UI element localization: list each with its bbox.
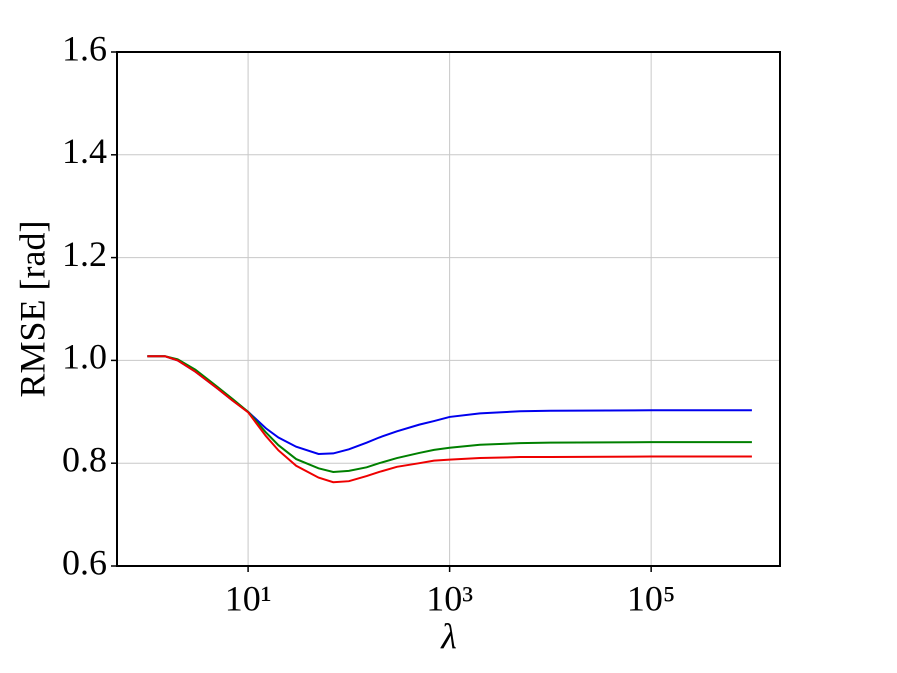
- x-tick-label: 10⁵: [627, 578, 676, 618]
- y-tick-label: 1.0: [62, 337, 107, 377]
- plot-frame: [116, 51, 781, 567]
- data-line: [147, 355, 752, 473]
- y-axis-label: RMSE [rad]: [12, 221, 52, 398]
- x-tick-label: 10¹: [225, 578, 272, 618]
- y-tick-label: 1.4: [62, 131, 107, 171]
- x-tick-label: 10³: [426, 578, 473, 618]
- y-tick-label: 0.8: [62, 439, 107, 479]
- y-tick-label: 1.6: [62, 28, 107, 68]
- data-line: [147, 355, 752, 484]
- x-axis-label: λ: [440, 616, 457, 656]
- y-tick-label: 1.2: [62, 234, 107, 274]
- y-tick-label: 0.6: [62, 542, 107, 582]
